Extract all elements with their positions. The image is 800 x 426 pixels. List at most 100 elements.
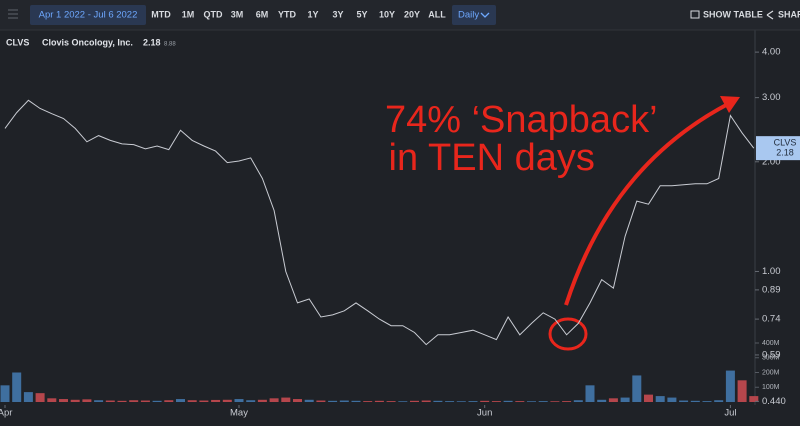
volume-bar [386, 401, 396, 402]
volume-bar [211, 399, 221, 402]
annotation: in TEN days [378, 137, 595, 179]
volume-bar [515, 401, 525, 402]
volume-bar [421, 400, 431, 402]
volume-bar [527, 401, 536, 402]
volume-bar [246, 400, 256, 402]
y-tick-label: 1.00 [762, 266, 781, 277]
volume-bar [199, 400, 209, 402]
volume-bar [187, 400, 197, 402]
volume-bar [164, 400, 174, 402]
range-button[interactable]: 20Y [404, 9, 420, 19]
volume-bar [328, 400, 338, 402]
volume-bar [562, 401, 572, 402]
volume-bar [632, 375, 642, 402]
menu-icon[interactable] [8, 9, 18, 19]
volume-tick-label: 200M [762, 369, 780, 376]
volume-bar [117, 400, 127, 402]
share-icon [766, 10, 774, 20]
volume-bar [690, 400, 700, 402]
legend-symbol: CLVS [6, 37, 29, 47]
legend-price: 2.18 [143, 37, 161, 47]
date-range-button[interactable] [30, 5, 146, 25]
volume-bar [480, 400, 490, 402]
x-tick-label: Jun [477, 408, 492, 419]
range-button[interactable]: 10Y [379, 9, 395, 19]
y-tick-label: 3.00 [762, 92, 781, 103]
range-button[interactable]: QTD [204, 9, 223, 19]
table-icon [690, 10, 700, 19]
range-button[interactable]: 1Y [307, 9, 318, 19]
volume-bar [410, 400, 419, 402]
volume-bar [702, 401, 712, 402]
price-tag-price: 2.18 [776, 148, 794, 158]
price-tag-symbol: CLVS [774, 138, 797, 148]
volume-bar [667, 397, 677, 402]
range-button[interactable]: ALL [428, 9, 446, 19]
x-tick-label: May [230, 408, 248, 419]
share[interactable]: SHARE [778, 9, 800, 19]
volume-bar [94, 400, 104, 402]
volume-tick-label: 300M [762, 355, 780, 362]
x-tick-label: Apr [0, 408, 12, 419]
volume-bar [491, 401, 501, 402]
volume-bar [714, 400, 724, 402]
volume-bar [129, 400, 139, 402]
x-tick-label: Jul [724, 408, 736, 419]
show-table[interactable]: SHOW TABLE [703, 9, 763, 19]
range-button[interactable]: 5Y [356, 9, 367, 19]
volume-tick-label: 400M [762, 340, 780, 347]
volume-bar [503, 400, 513, 402]
volume-bar [269, 398, 279, 402]
volume-bar [293, 399, 302, 402]
volume-bar [725, 370, 735, 402]
volume-bar [433, 400, 443, 402]
date-range[interactable]: Apr 1 2022 - Jul 6 2022 [39, 10, 138, 21]
y-tick-label: 0.74 [762, 314, 781, 325]
range-button[interactable]: 1M [182, 9, 195, 19]
volume-bar [304, 399, 314, 402]
legend-extra: 8.88 [164, 42, 176, 48]
y-tick-label: 2.00 [762, 156, 781, 167]
legend-name: Clovis Oncology, Inc. [42, 37, 133, 47]
volume-bar [281, 397, 291, 402]
volume-bar [316, 400, 326, 402]
volume-bar [597, 399, 607, 402]
y-tick-label: 0.89 [762, 284, 781, 295]
volume-bar [679, 400, 689, 402]
range-button[interactable]: 3M [231, 9, 244, 19]
volume-bar [608, 398, 618, 402]
volume-tick-label: 100M [762, 384, 780, 391]
volume-bar [655, 396, 665, 402]
volume-bar [538, 401, 548, 402]
volume-bar [59, 399, 68, 402]
volume-bar [176, 399, 185, 402]
volume-bar [456, 401, 466, 402]
volume-bar [351, 400, 361, 402]
volume-bar [140, 400, 150, 402]
volume-bar [105, 400, 115, 402]
volume-bar [23, 392, 33, 402]
volume-bar [82, 399, 92, 402]
price-tag [756, 136, 800, 161]
range-button[interactable]: 3Y [332, 9, 343, 19]
volume-bar [152, 400, 162, 402]
volume-bar [47, 398, 57, 402]
y-tick-label: 4.00 [762, 47, 781, 58]
range-button[interactable]: 6M [256, 9, 269, 19]
volume-bar [70, 399, 80, 402]
y-tick-label: 0.440 [762, 396, 786, 407]
volume-bar [585, 385, 595, 402]
volume-bar [374, 400, 384, 402]
volume-bar [0, 385, 10, 402]
volume-bar [234, 399, 244, 402]
interval[interactable]: Daily [458, 10, 479, 21]
volume-bar [35, 393, 45, 402]
range-button[interactable]: YTD [278, 9, 297, 19]
range-button[interactable]: MTD [151, 9, 171, 19]
interval-button[interactable] [452, 5, 496, 25]
volume-bar [445, 401, 455, 402]
volume-bar [398, 401, 408, 402]
